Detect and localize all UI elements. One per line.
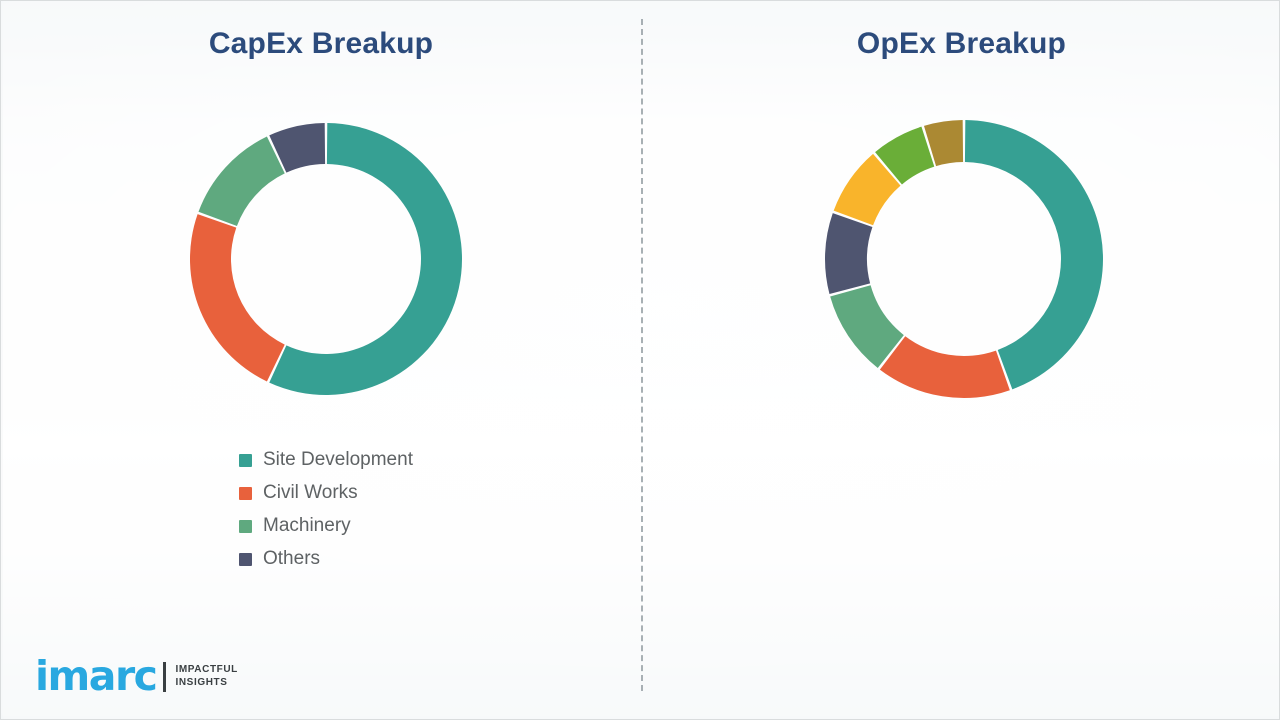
opex-donut-chart (642, 1, 1279, 441)
donut-slice (833, 153, 901, 226)
logo-tagline-line-2: INSIGHTS (175, 676, 228, 688)
donut-slice (190, 214, 285, 382)
donut-slice (269, 123, 462, 396)
legend-swatch-icon (239, 519, 252, 533)
legend-swatch-icon (239, 552, 252, 566)
opex-chart-title: OpEx Breakup (856, 27, 1067, 60)
capex-donut-chart (1, 1, 641, 441)
logo-tagline: IMPACTFUL INSIGHTS (175, 664, 237, 688)
donut-slice (825, 213, 873, 294)
legend-item: Civil Works (239, 482, 413, 504)
logo-separator-bar (163, 661, 167, 692)
donut-slice (269, 123, 326, 173)
legend-item: Machinery (239, 515, 413, 537)
donut-slice (964, 120, 1103, 390)
imarc-logo: imarc IMPACTFUL INSIGHTS (35, 656, 238, 697)
donut-slice (830, 285, 904, 369)
legend-label: Civil Works (263, 482, 358, 503)
donut-slice (875, 126, 935, 185)
legend-item: Others (239, 548, 413, 570)
legend-label: Site Development (263, 449, 413, 470)
legend-item: Site Development (239, 449, 413, 471)
capex-legend: Site Development Civil Works Machinery Othe… (239, 449, 413, 570)
capex-chart-title: CapEx Breakup (208, 27, 434, 60)
panel-divider (641, 19, 643, 691)
donut-slice (923, 120, 964, 167)
legend-swatch-icon (239, 453, 252, 467)
logo-wordmark: imarc (35, 652, 158, 700)
donut-slice (879, 336, 1010, 398)
opex-panel: OpEx Breakup Raw MaterialsSalaries and W… (642, 1, 1279, 719)
legend-label: Machinery (263, 515, 351, 536)
legend-swatch-icon (239, 486, 252, 500)
legend-label: Others (263, 548, 321, 569)
capex-panel: CapEx Breakup Site Development Civil Work… (1, 1, 641, 719)
logo-tagline-line-1: IMPACTFUL (175, 664, 238, 676)
donut-slice (198, 136, 285, 226)
